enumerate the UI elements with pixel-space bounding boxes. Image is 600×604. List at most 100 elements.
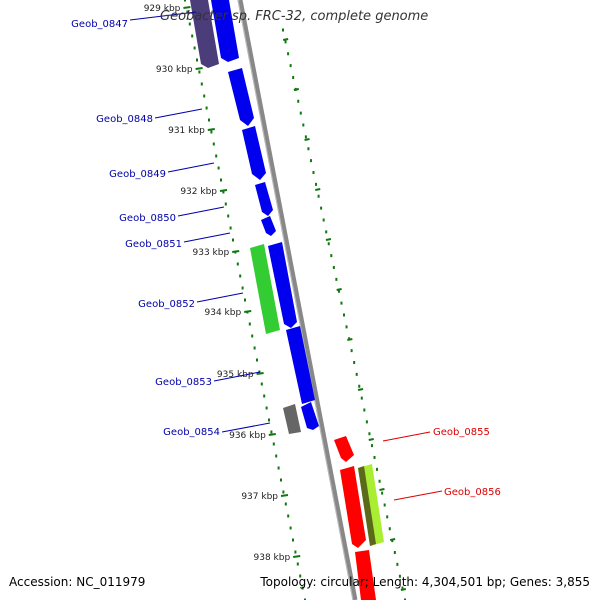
label-geob-0851[interactable]: Geob_0851 [125,239,182,250]
outer-ring-dot [337,289,340,293]
outer-ring-dot [287,52,290,56]
gene-geob-0857-arrow[interactable] [355,550,376,600]
gene-geob-0856-arrow[interactable] [340,466,366,548]
label-geob-0853[interactable]: Geob_0853 [155,377,212,388]
label-geob-0847[interactable]: Geob_0847 [71,19,128,30]
kbp-tick-mark [183,6,191,9]
kbp-tick-mark [207,128,215,131]
gene-geob-0853-arrow-a[interactable] [268,242,297,328]
outer-ring-dot [335,277,338,281]
topology-label: Topology: circular; Length: 4,304,501 bp… [260,575,590,589]
leader-geob-0852 [196,292,244,303]
outer-ring-dot [388,527,391,531]
leader-geob-0856 [393,490,443,501]
gene-geob-0847-arrow[interactable] [211,0,239,62]
leader-geob-0851 [183,232,231,243]
inner-ring-dot [292,538,294,542]
gene-geob-0851-arrow[interactable] [261,216,276,236]
label-geob-0854[interactable]: Geob_0854 [163,427,220,438]
inner-ring-dot [196,58,198,62]
inner-ring-dot [294,550,297,554]
outer-ring-dot [315,182,318,186]
inner-ring-dot [210,130,213,134]
inner-ring-dot [301,586,304,590]
outer-ring-tick [379,488,385,491]
inner-ring-dot [284,502,287,506]
forward-genes [190,0,319,434]
gene-geob-0855-arrow[interactable] [334,436,354,462]
outer-ring-dot [312,171,315,174]
inner-ring-dot [220,178,222,182]
outer-ring-dot [368,432,371,436]
inner-ring-dot [212,142,215,146]
outer-ring-tick [315,188,321,191]
inner-ring-dot [208,118,210,122]
inner-ring-dot [280,478,282,482]
outer-ring-dot [327,242,330,246]
kbp-tick-label: 938 kbp [254,553,291,563]
gene-geob-0847b-arrow[interactable] [190,0,219,68]
label-geob-0848[interactable]: Geob_0848 [96,114,153,125]
gene-geob-0853-arrow-b[interactable] [286,326,315,404]
outer-ring-dot [370,444,373,448]
label-leaders [129,11,443,501]
leader-geob-0850 [177,206,225,217]
kbp-tick-label: 934 kbp [205,308,242,318]
outer-ring-dot [345,325,348,329]
inner-ring-dot [239,274,242,278]
inner-ring-dot [217,166,220,170]
outer-ring-dot [355,372,358,376]
outer-ring-tick [325,238,332,241]
inner-ring-dot [232,238,234,242]
gene-geob-0848-arrow[interactable] [228,68,254,126]
gene-geob-0854-arrow-b[interactable] [301,402,319,430]
kbp-tick-label: 930 kbp [156,65,193,75]
label-geob-0850[interactable]: Geob_0850 [119,213,176,224]
inner-ring-dot [186,10,189,14]
gene-geob-0850-arrow[interactable] [255,182,273,216]
inner-ring-dot [260,382,263,386]
outer-ring-dot [330,254,333,258]
inner-ring-dot [253,346,256,350]
outer-ring-tick [357,388,364,391]
outer-ring-dot [320,206,323,210]
inner-ring-dot [272,442,275,446]
outer-ring-dot [317,194,320,198]
inner-ring-dot [224,202,227,206]
label-geob-0855[interactable]: Geob_0855 [433,427,490,438]
genome-backbone [237,0,358,601]
gene-geob-0856c-arrow[interactable] [358,466,376,546]
outer-ring-dot [396,562,399,566]
outer-ring-dot [284,40,287,44]
outer-ring-dot [358,384,361,388]
kbp-tick-label: 936 kbp [229,431,266,441]
label-geob-0849[interactable]: Geob_0849 [109,169,166,180]
outer-ring-dot [309,159,312,163]
outer-ring-tick [282,38,289,41]
outer-ring-dot [378,479,381,483]
gene-geob-0852-arrow[interactable] [250,244,280,334]
inner-ring-dot [277,466,280,470]
outer-ring-tick [368,438,374,441]
inner-ring-dot [198,70,201,74]
inner-ring-dot [251,334,254,338]
inner-ring-dot [263,394,266,398]
outer-ring-dot [340,301,343,305]
kbp-tick-mark [195,67,203,70]
reverse-genes [334,436,384,600]
inner-ring-dot [188,22,191,26]
kbp-tick-mark [232,250,240,253]
label-geob-0852[interactable]: Geob_0852 [138,299,195,310]
inner-ring-dot [184,0,186,2]
inner-ring-dot [270,430,273,434]
inner-ring-dot [191,34,194,38]
gene-geob-0849-arrow[interactable] [242,126,266,180]
kbp-tick-label: 937 kbp [241,492,278,502]
outer-ring-dot [353,361,356,364]
kbp-tick-label: 933 kbp [193,248,230,258]
inner-ring-dot [200,82,203,86]
label-geob-0856[interactable]: Geob_0856 [444,487,501,498]
gene-geob-0854-arrow-a[interactable] [283,404,301,434]
